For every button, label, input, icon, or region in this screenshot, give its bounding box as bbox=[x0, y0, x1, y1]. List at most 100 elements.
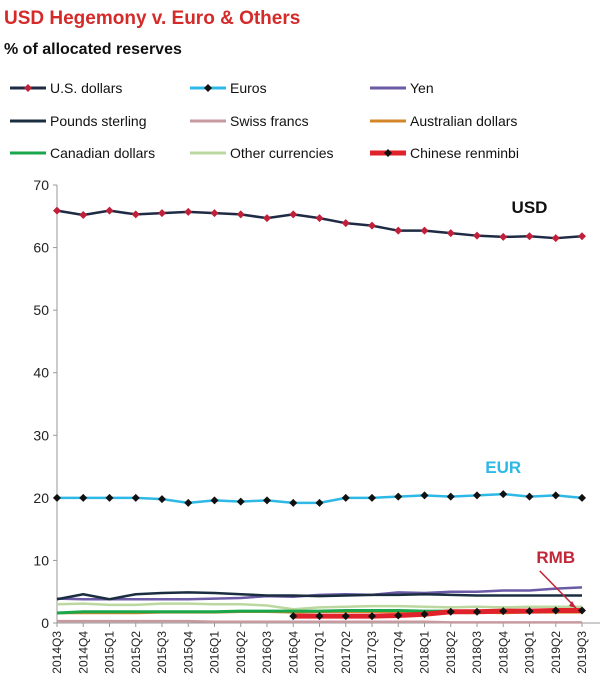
y-tick-label: 60 bbox=[33, 240, 49, 256]
data-point-u-s-dollars bbox=[236, 210, 245, 219]
x-tick-label: 2018Q4 bbox=[496, 631, 510, 674]
data-point-chinese-renminbi bbox=[473, 607, 481, 616]
data-point-u-s-dollars bbox=[420, 226, 429, 235]
annotation-rmb: RMB bbox=[536, 548, 575, 567]
data-point-u-s-dollars bbox=[210, 209, 219, 218]
y-tick-label: 30 bbox=[33, 427, 49, 443]
data-point-u-s-dollars bbox=[499, 232, 508, 241]
chart-subtitle: % of allocated reserves bbox=[4, 41, 182, 58]
x-tick-label: 2015Q4 bbox=[181, 631, 195, 674]
series-chinese-renminbi bbox=[289, 606, 586, 621]
data-point-u-s-dollars bbox=[105, 206, 114, 215]
series-line-chinese-renminbi bbox=[293, 607, 582, 619]
data-point-u-s-dollars bbox=[394, 226, 403, 235]
x-tick-label: 2017Q3 bbox=[365, 631, 379, 674]
legend-label: Yen bbox=[410, 80, 434, 96]
data-point-u-s-dollars bbox=[525, 232, 534, 241]
annotation-eur: EUR bbox=[485, 458, 521, 477]
data-point-u-s-dollars bbox=[446, 229, 455, 238]
series-line-other-currencies bbox=[56, 602, 582, 611]
annotations: USD EUR RMB bbox=[485, 198, 577, 609]
data-point-chinese-renminbi bbox=[368, 612, 376, 621]
data-point-euros bbox=[315, 498, 324, 507]
x-tick-label: 2019Q1 bbox=[523, 631, 537, 674]
series-pounds-sterling bbox=[56, 591, 582, 601]
series-u-s-dollars bbox=[53, 206, 586, 243]
data-point-chinese-renminbi bbox=[420, 610, 429, 619]
data-point-u-s-dollars bbox=[263, 214, 271, 223]
x-tick-label: 2019Q2 bbox=[549, 631, 563, 674]
data-point-euros bbox=[184, 498, 193, 507]
data-point-u-s-dollars bbox=[131, 210, 140, 219]
x-tick-label: 2018Q2 bbox=[444, 631, 458, 674]
y-tick-label: 70 bbox=[33, 177, 49, 193]
data-point-u-s-dollars bbox=[551, 234, 560, 243]
x-tick-label: 2017Q4 bbox=[391, 631, 405, 674]
data-point-euros bbox=[263, 496, 271, 505]
legend-label: Euros bbox=[230, 80, 267, 96]
x-tick-label: 2016Q4 bbox=[286, 631, 300, 674]
data-point-euros bbox=[79, 493, 88, 502]
data-point-euros bbox=[551, 491, 560, 500]
y-tick-label: 50 bbox=[33, 302, 49, 318]
series-swiss-francs bbox=[57, 619, 582, 624]
legend-item-australian-dollars: Australian dollars bbox=[370, 113, 517, 129]
data-point-euros bbox=[525, 492, 534, 501]
y-tick-label: 0 bbox=[41, 615, 49, 631]
series-line-swiss-francs bbox=[57, 619, 582, 624]
data-point-euros bbox=[578, 493, 586, 502]
data-point-euros bbox=[446, 492, 455, 501]
data-point-u-s-dollars bbox=[578, 232, 586, 241]
legend-label: U.S. dollars bbox=[50, 80, 122, 96]
data-point-euros bbox=[158, 495, 166, 504]
y-tick-label: 10 bbox=[33, 552, 49, 568]
data-point-u-s-dollars bbox=[158, 209, 166, 218]
legend-item-euros: Euros bbox=[190, 80, 267, 96]
series-yen bbox=[56, 586, 583, 601]
data-point-euros bbox=[368, 493, 376, 502]
data-point-chinese-renminbi bbox=[341, 612, 350, 621]
data-point-euros bbox=[289, 498, 298, 507]
data-point-chinese-renminbi bbox=[289, 612, 298, 621]
series-other-currencies bbox=[56, 602, 582, 611]
legend-item-pounds-sterling: Pounds sterling bbox=[10, 113, 147, 129]
data-point-euros bbox=[499, 490, 508, 499]
data-point-u-s-dollars bbox=[184, 207, 193, 216]
y-tick-label: 40 bbox=[33, 365, 49, 381]
chart-title: USD Hegemony v. Euro & Others bbox=[4, 8, 300, 29]
x-tick-label: 2015Q1 bbox=[103, 631, 117, 674]
x-tick-label: 2017Q2 bbox=[339, 631, 353, 674]
x-tick-label: 2014Q3 bbox=[50, 631, 64, 674]
data-point-euros bbox=[236, 497, 245, 506]
data-point-chinese-renminbi bbox=[446, 607, 455, 616]
legend-marker bbox=[204, 84, 212, 92]
data-point-u-s-dollars bbox=[341, 219, 350, 228]
x-tick-label: 2018Q1 bbox=[418, 631, 432, 674]
x-tick-label: 2017Q1 bbox=[313, 631, 327, 674]
legend-marker bbox=[384, 149, 392, 157]
legend-label: Canadian dollars bbox=[50, 145, 155, 161]
data-point-u-s-dollars bbox=[368, 221, 376, 230]
data-point-u-s-dollars bbox=[289, 210, 298, 219]
data-point-chinese-renminbi bbox=[315, 612, 324, 621]
axes: 0 10 20 30 40 50 60 70 2014Q3 2014Q4 2015Q1 2015Q2 2… bbox=[33, 177, 600, 674]
legend-item-other-currencies: Other currencies bbox=[190, 145, 333, 161]
data-point-u-s-dollars bbox=[315, 214, 324, 223]
data-point-euros bbox=[53, 493, 61, 502]
legend-item-chinese-renminbi: Chinese renminbi bbox=[370, 145, 519, 161]
data-point-chinese-renminbi bbox=[499, 607, 508, 616]
legend-item-u-s-dollars: U.S. dollars bbox=[10, 80, 122, 96]
data-point-chinese-renminbi bbox=[551, 606, 560, 615]
legend-item-swiss-francs: Swiss francs bbox=[190, 113, 309, 129]
x-tick-label: 2015Q3 bbox=[155, 631, 169, 674]
x-tick-label: 2018Q3 bbox=[470, 631, 484, 674]
series-line-pounds-sterling bbox=[56, 591, 582, 601]
x-tick-label: 2015Q2 bbox=[129, 631, 143, 674]
data-point-chinese-renminbi bbox=[394, 611, 403, 620]
x-tick-label: 2016Q1 bbox=[208, 631, 222, 674]
data-point-euros bbox=[394, 492, 403, 501]
data-point-euros bbox=[210, 496, 219, 505]
annotation-usd: USD bbox=[512, 198, 548, 217]
